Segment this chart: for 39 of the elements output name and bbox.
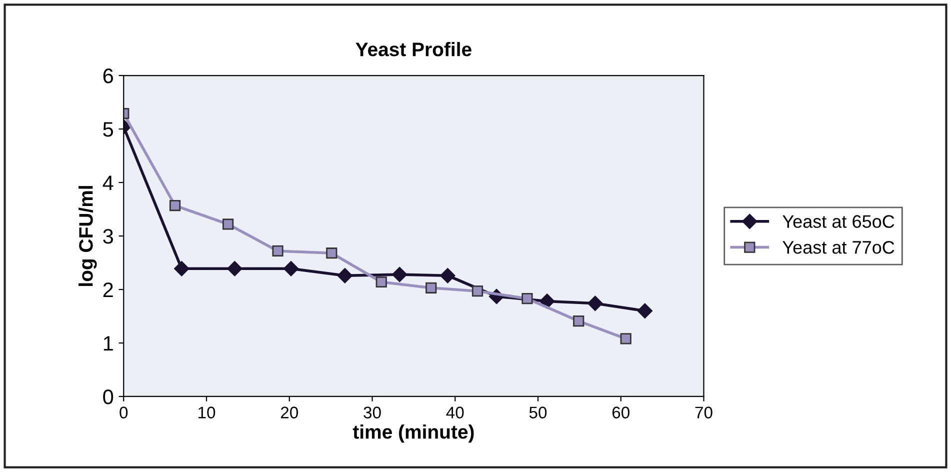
- point: [227, 261, 242, 276]
- chart-title: Yeast Profile: [356, 42, 472, 56]
- point: [620, 333, 632, 344]
- x-tick-label: 10: [198, 406, 216, 418]
- y-tick-label: 1: [104, 336, 113, 351]
- point: [472, 286, 484, 297]
- point: [169, 200, 181, 212]
- x-tick-label: 60: [612, 406, 630, 418]
- point: [540, 294, 555, 309]
- x-tick-label: 30: [364, 406, 381, 418]
- x-tick-label: 0: [120, 406, 128, 418]
- legend-label: Yeast at 77oC: [782, 240, 894, 254]
- point: [376, 276, 387, 288]
- point: [337, 268, 352, 284]
- point: [440, 268, 456, 284]
- y-tick-label: 6: [103, 68, 113, 84]
- point: [573, 316, 584, 327]
- legend-label: Yeast at 65oC: [782, 215, 894, 228]
- point: [174, 261, 190, 276]
- y-tick-label: 3: [103, 229, 113, 244]
- point: [426, 282, 437, 294]
- y-tick-label: 4: [102, 176, 114, 190]
- point: [222, 218, 234, 230]
- point: [588, 296, 603, 311]
- point: [637, 303, 652, 318]
- x-axis-title: time (minute): [352, 424, 474, 443]
- x-tick-label: 40: [446, 406, 464, 418]
- x-tick-label: 20: [280, 406, 298, 418]
- y-tick-label: 2: [103, 282, 113, 298]
- point: [272, 245, 284, 257]
- x-tick-label: 70: [695, 406, 712, 418]
- x-tick-label: 50: [529, 406, 547, 418]
- point: [392, 266, 408, 282]
- y-tick-label: 5: [103, 122, 114, 137]
- point: [326, 248, 338, 259]
- point: [522, 293, 533, 304]
- point: [283, 261, 299, 276]
- y-axis-title: log CFU/ml: [78, 186, 97, 286]
- y-tick-label: 0: [103, 389, 114, 404]
